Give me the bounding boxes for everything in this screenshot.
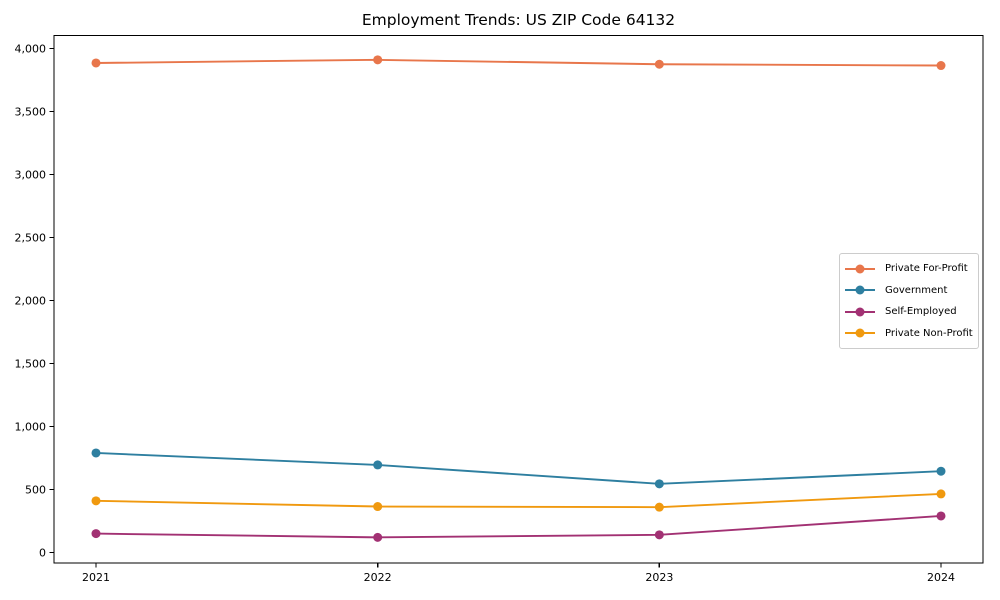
x-axis-tick-label: 2024 — [927, 571, 955, 584]
y-axis-tick-label: 1,500 — [15, 357, 47, 370]
legend-entry-private-for-profit: Private For-Profit — [840, 258, 978, 280]
series-line-private-for-profit — [95, 58, 942, 67]
y-axis-tick-label: 4,000 — [15, 42, 47, 55]
chart-title: Employment Trends: US ZIP Code 64132 — [361, 11, 676, 29]
plot-border — [53, 34, 984, 564]
y-axis-tick-label: 500 — [25, 483, 46, 496]
series-line-private-non-profit — [95, 492, 942, 509]
data-point-private-for-profit-2024 — [936, 61, 946, 71]
y-axis-tick-label: 2,500 — [15, 231, 47, 244]
legend-entry-government: Government — [840, 280, 978, 302]
data-point-private-non-profit-2022 — [373, 502, 383, 512]
legend-marker-self-employed — [845, 307, 875, 317]
legend-label: Government — [885, 284, 948, 296]
legend-label: Private Non-Profit — [885, 327, 973, 339]
y-axis-tick-label: 0 — [39, 546, 46, 559]
data-point-private-for-profit-2022 — [373, 55, 383, 65]
series-line-self-employed — [95, 515, 942, 539]
data-point-private-non-profit-2023 — [654, 502, 664, 512]
data-point-government-2024 — [936, 466, 946, 476]
legend-entry-private-non-profit: Private Non-Profit — [840, 323, 978, 345]
legend-marker-government — [845, 285, 875, 295]
data-point-private-for-profit-2023 — [654, 59, 664, 69]
x-axis-tick-label: 2021 — [82, 571, 110, 584]
data-point-self-employed-2024 — [936, 511, 946, 521]
series-line-government — [95, 452, 942, 485]
legend-label: Private For-Profit — [885, 263, 968, 275]
legend: Private For-Profit Government Self-Employe… — [839, 253, 979, 349]
y-axis-tick-label: 3,000 — [15, 168, 47, 181]
x-axis-tick-label: 2023 — [645, 571, 673, 584]
data-point-self-employed-2021 — [91, 529, 101, 539]
data-point-private-non-profit-2024 — [936, 489, 946, 499]
y-axis-tick-label: 1,000 — [15, 420, 47, 433]
data-point-private-for-profit-2021 — [91, 58, 101, 68]
data-point-self-employed-2023 — [654, 530, 664, 540]
legend-marker-private-for-profit — [845, 264, 875, 274]
x-axis-tick-label: 2022 — [364, 571, 392, 584]
legend-label: Self-Employed — [885, 306, 957, 318]
data-point-government-2022 — [373, 460, 383, 470]
data-point-government-2021 — [91, 448, 101, 458]
y-axis-tick-label: 3,500 — [15, 105, 47, 118]
data-point-government-2023 — [654, 479, 664, 489]
y-axis-tick-label: 2,000 — [15, 294, 47, 307]
legend-marker-private-non-profit — [845, 328, 875, 338]
data-point-self-employed-2022 — [373, 532, 383, 542]
data-point-private-non-profit-2021 — [91, 496, 101, 506]
legend-entry-self-employed: Self-Employed — [840, 301, 978, 323]
